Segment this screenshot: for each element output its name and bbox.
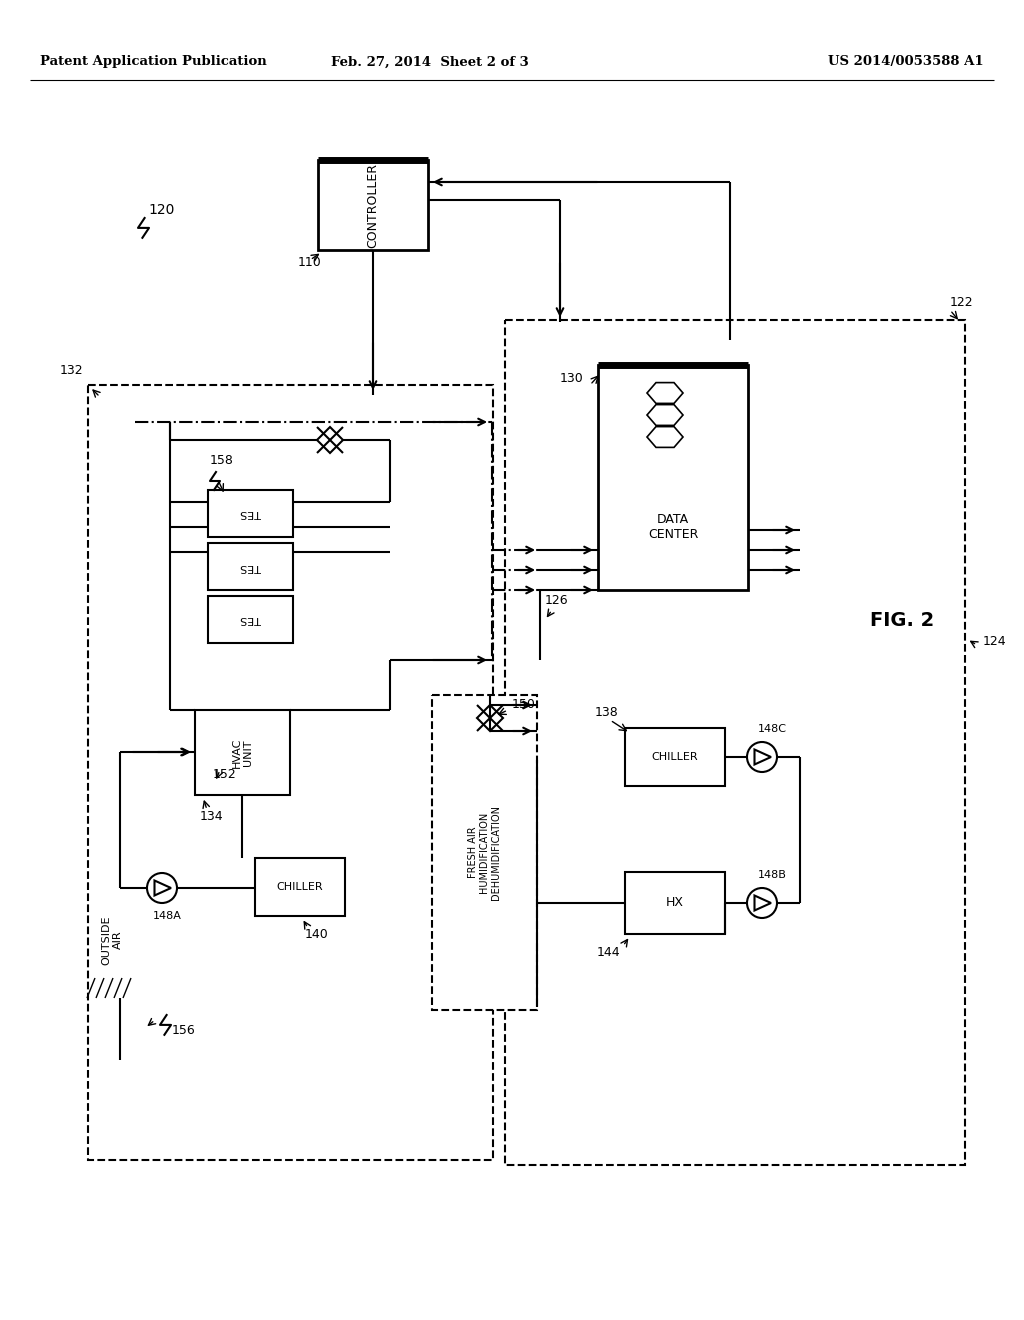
Text: 126: 126: [545, 594, 568, 606]
Text: US 2014/0053588 A1: US 2014/0053588 A1: [828, 55, 984, 69]
Text: 148A: 148A: [153, 911, 181, 921]
Text: 156: 156: [172, 1023, 196, 1036]
Text: 130: 130: [559, 372, 583, 385]
Bar: [625, 873, 725, 935]
Text: CONTROLLER: CONTROLLER: [367, 162, 380, 248]
Text: Feb. 27, 2014  Sheet 2 of 3: Feb. 27, 2014 Sheet 2 of 3: [331, 55, 528, 69]
Text: Patent Application Publication: Patent Application Publication: [40, 55, 266, 69]
Bar: [195, 710, 290, 795]
Text: 144: 144: [596, 945, 620, 958]
Bar: [88, 385, 493, 1160]
Text: 110: 110: [298, 256, 322, 268]
Text: 120: 120: [148, 203, 174, 216]
Text: DATA
CENTER: DATA CENTER: [648, 513, 698, 541]
Bar: [505, 319, 965, 1166]
Text: TES: TES: [240, 615, 261, 624]
Text: CHILLER: CHILLER: [651, 752, 698, 762]
Text: 150: 150: [512, 697, 536, 710]
Text: 148C: 148C: [758, 723, 786, 734]
Text: 140: 140: [305, 928, 329, 940]
Text: HVAC
UNIT: HVAC UNIT: [231, 738, 253, 768]
Text: 138: 138: [595, 706, 618, 719]
Bar: [208, 490, 293, 537]
Bar: [318, 160, 428, 249]
Text: 134: 134: [200, 810, 223, 824]
Text: 148B: 148B: [758, 870, 786, 880]
Text: CHILLER: CHILLER: [276, 882, 324, 892]
Text: 132: 132: [59, 364, 83, 378]
Text: HX: HX: [666, 896, 684, 909]
Text: OUTSIDE
AIR: OUTSIDE AIR: [101, 915, 123, 965]
Text: 122: 122: [950, 296, 974, 309]
Bar: [432, 696, 537, 1010]
Bar: [625, 729, 725, 785]
Bar: [598, 366, 748, 590]
Text: 124: 124: [983, 635, 1007, 648]
Text: TES: TES: [240, 508, 261, 519]
Bar: [208, 597, 293, 643]
Bar: [208, 543, 293, 590]
Text: TES: TES: [240, 561, 261, 572]
Text: 152: 152: [213, 768, 237, 781]
Text: 158: 158: [210, 454, 233, 466]
Text: FRESH AIR
HUMIDIFICATION
DEHUMIDIFICATION: FRESH AIR HUMIDIFICATION DEHUMIDIFICATIO…: [468, 805, 501, 900]
Text: FIG. 2: FIG. 2: [870, 610, 934, 630]
Bar: [255, 858, 345, 916]
